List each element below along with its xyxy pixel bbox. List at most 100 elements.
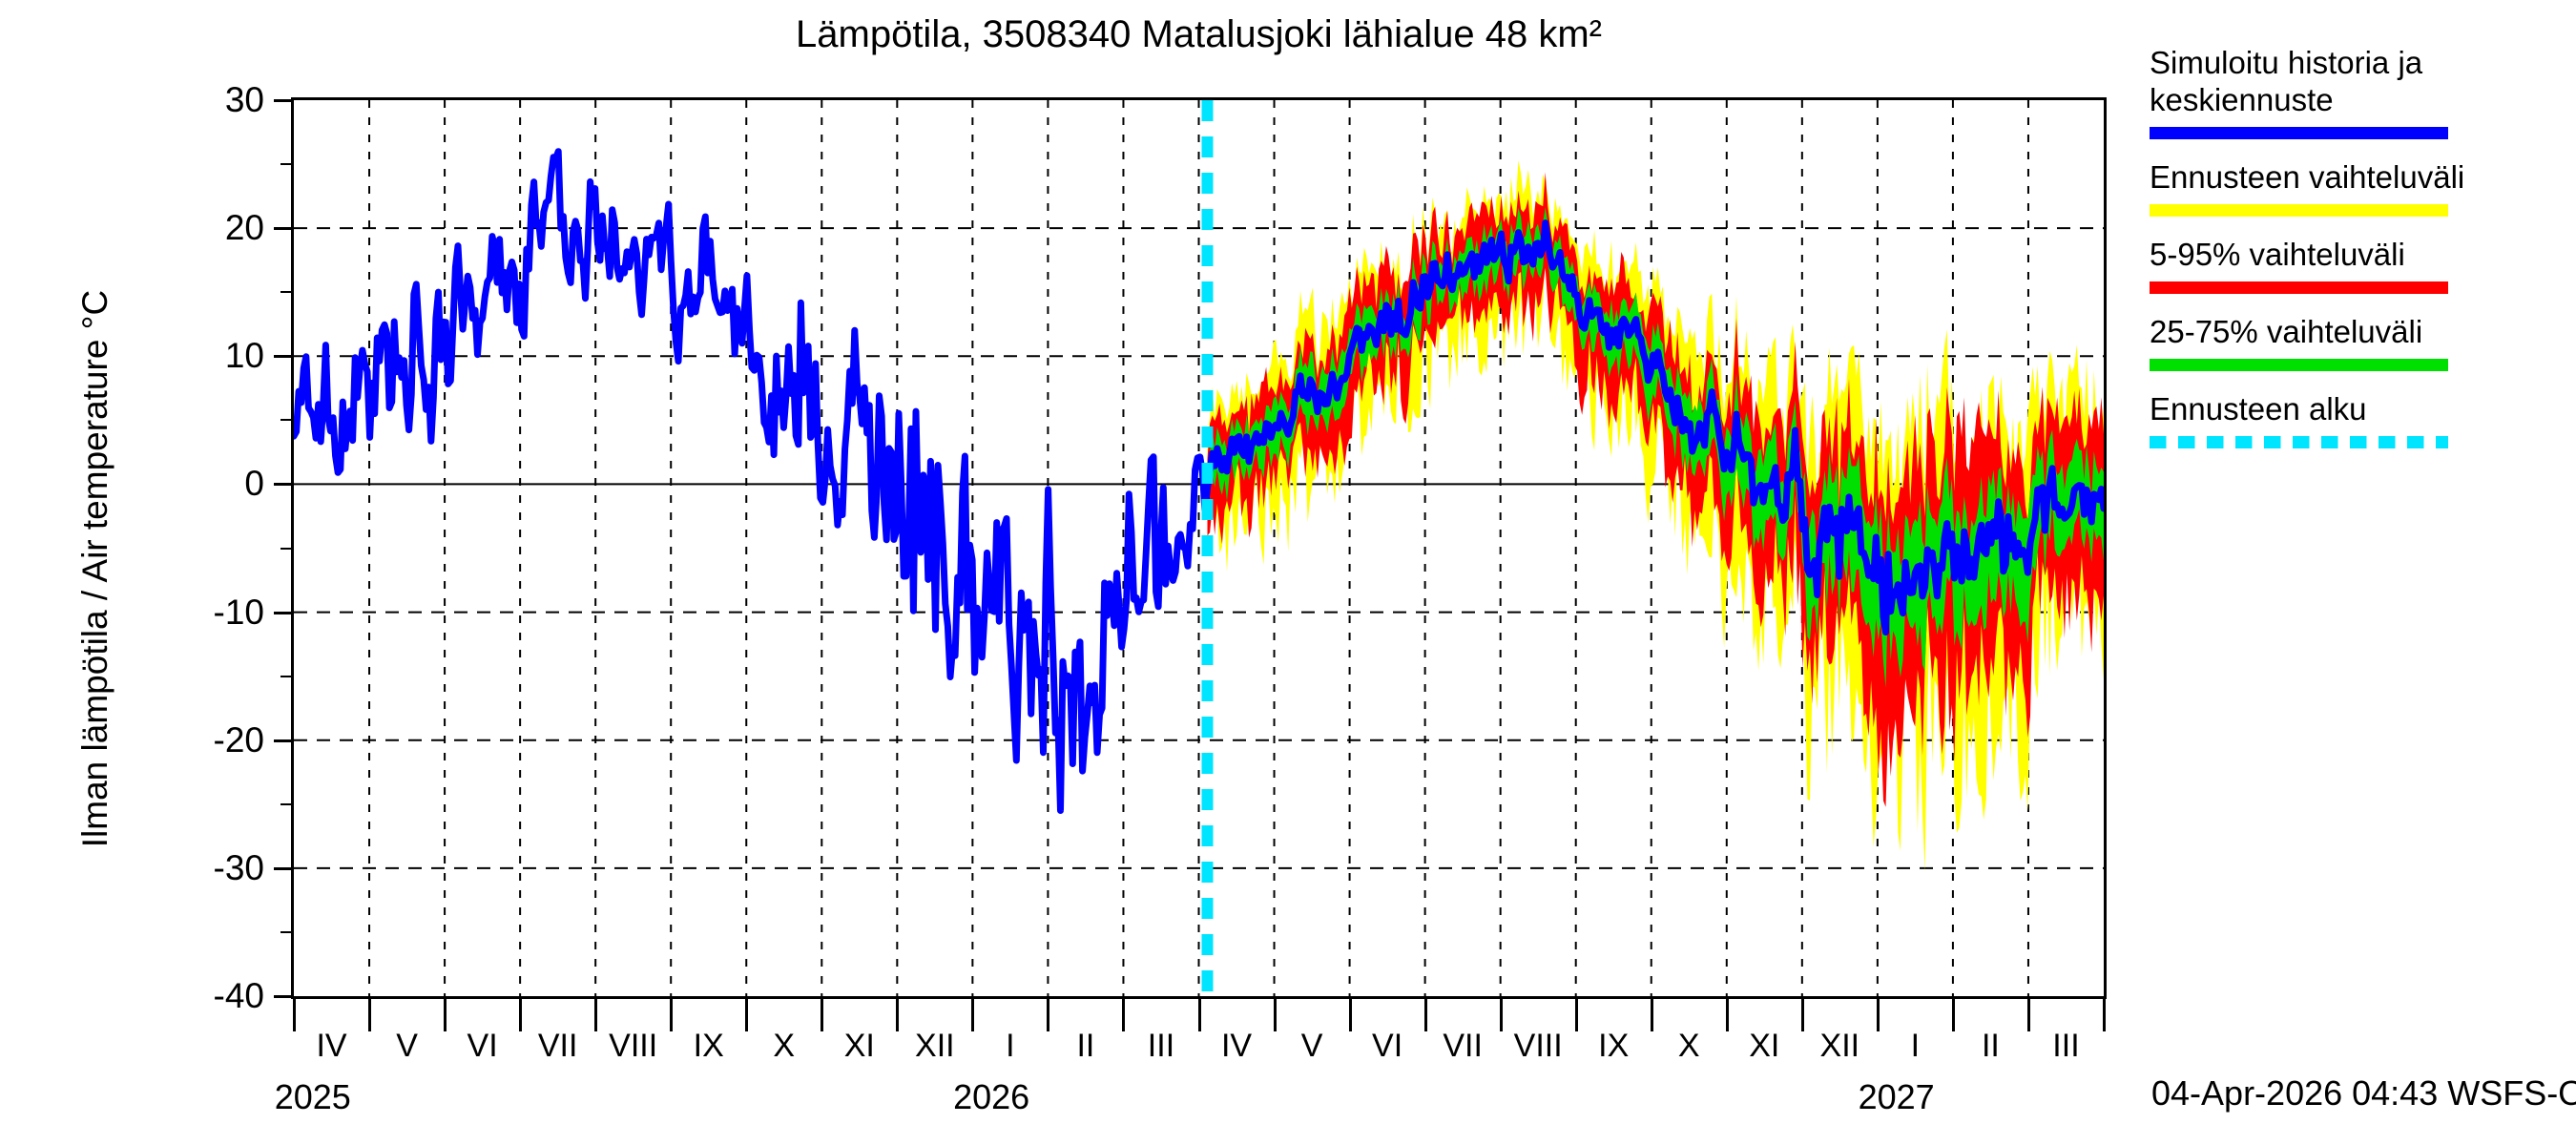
band-5-95 bbox=[1207, 172, 2104, 807]
x-tick-label-month: I bbox=[1006, 1028, 1015, 1064]
x-tick-label-month: II bbox=[1076, 1028, 1095, 1064]
x-tick-label-month: IX bbox=[1598, 1028, 1630, 1064]
x-tick-label-month: I bbox=[1910, 1028, 1921, 1064]
y-tick-mark-minor bbox=[280, 675, 291, 677]
x-tick-label-year: 2027 bbox=[1858, 1077, 1935, 1116]
x-tick-mark bbox=[1348, 999, 1352, 1031]
x-axis: IV V VI VII VIII IX X XI XII I II III IV V VI VII VIII IX… bbox=[275, 999, 2107, 1142]
legend-swatch-range-25-75 bbox=[2150, 359, 2448, 371]
legend-item-range-5-95: 5-95% vaihteluväli bbox=[2150, 236, 2569, 294]
legend-label: 25-75% vaihteluväli bbox=[2150, 314, 2423, 349]
x-tick-mark bbox=[1197, 999, 1201, 1031]
x-tick-label-month: VI bbox=[1372, 1028, 1403, 1064]
x-tick-mark bbox=[670, 999, 674, 1031]
legend-swatch-forecast-range bbox=[2150, 204, 2448, 217]
x-tick-label-month: II bbox=[1981, 1028, 2000, 1064]
x-tick-mark bbox=[293, 999, 296, 1031]
x-tick-mark bbox=[1951, 999, 1955, 1031]
x-tick-mark bbox=[444, 999, 447, 1031]
x-tick-mark bbox=[1725, 999, 1729, 1031]
y-tick-mark bbox=[274, 355, 291, 359]
series-mean-line bbox=[294, 148, 2104, 814]
x-tick-mark bbox=[745, 999, 749, 1031]
x-tick-mark bbox=[2026, 999, 2030, 1031]
y-tick-mark bbox=[274, 995, 291, 998]
y-tick-mark-minor bbox=[280, 802, 291, 805]
y-tick-mark bbox=[274, 99, 291, 102]
x-tick-label-month: XI bbox=[1749, 1028, 1780, 1064]
x-tick-mark bbox=[1499, 999, 1503, 1031]
footer-timestamp: 04-Apr-2026 04:43 WSFS-O bbox=[2151, 1073, 2576, 1113]
y-tick-label: 20 bbox=[224, 208, 264, 248]
legend-item-forecast-range: Ennusteen vaihteluväli bbox=[2150, 158, 2569, 217]
y-tick-mark bbox=[274, 611, 291, 614]
x-tick-label-month: X bbox=[1677, 1028, 1700, 1064]
x-tick-mark bbox=[1800, 999, 1804, 1031]
y-tick-mark-minor bbox=[280, 163, 291, 166]
x-tick-label-month: IV bbox=[316, 1028, 347, 1064]
legend-label: 5-95% vaihteluväli bbox=[2150, 237, 2405, 272]
legend-label: Ennusteen vaihteluväli bbox=[2150, 159, 2465, 195]
x-tick-mark bbox=[1122, 999, 1126, 1031]
x-tick-label-month: IX bbox=[693, 1028, 724, 1064]
x-tick-mark bbox=[821, 999, 824, 1031]
x-tick-mark bbox=[368, 999, 372, 1031]
chart-legend: Simuloitu historia ja keskiennuste Ennust… bbox=[2150, 44, 2569, 468]
chart-canvas bbox=[294, 100, 2104, 996]
x-tick-label-month: V bbox=[396, 1028, 418, 1064]
x-tick-mark bbox=[594, 999, 598, 1031]
x-tick-label-month: X bbox=[773, 1028, 796, 1064]
x-tick-label-year: 2026 bbox=[953, 1077, 1030, 1116]
legend-label: Ennusteen alku bbox=[2150, 391, 2367, 427]
y-axis: Ilman lämpötila / Air temperature °C 30 2… bbox=[0, 0, 291, 1145]
x-tick-mark bbox=[1876, 999, 1880, 1031]
x-tick-label-month: III bbox=[1147, 1028, 1175, 1064]
x-tick-label-month: XII bbox=[915, 1028, 955, 1064]
x-tick-label-month: V bbox=[1300, 1028, 1323, 1064]
x-tick-label-month: VIII bbox=[609, 1028, 658, 1064]
x-tick-mark bbox=[971, 999, 975, 1031]
x-tick-mark bbox=[1650, 999, 1653, 1031]
x-tick-label-month: VII bbox=[1443, 1028, 1483, 1064]
x-tick-label-month: III bbox=[2052, 1028, 2080, 1064]
legend-item-range-25-75: 25-75% vaihteluväli bbox=[2150, 313, 2569, 371]
y-axis-title: Ilman lämpötila / Air temperature °C bbox=[75, 289, 114, 848]
x-tick-mark bbox=[1273, 999, 1277, 1031]
x-tick-label-month: IV bbox=[1220, 1028, 1253, 1064]
x-tick-label-month: VIII bbox=[1513, 1028, 1563, 1064]
y-tick-label: -40 bbox=[213, 976, 264, 1015]
x-tick-mark bbox=[2103, 999, 2106, 1031]
legend-swatch-forecast-start bbox=[2150, 436, 2448, 448]
legend-item-simulated-history-mean-forecast: Simuloitu historia ja keskiennuste bbox=[2150, 44, 2569, 139]
y-tick-label: 30 bbox=[224, 80, 264, 119]
x-tick-mark bbox=[1423, 999, 1427, 1031]
legend-swatch-simulated-history-mean-forecast bbox=[2150, 127, 2448, 139]
y-tick-label: 10 bbox=[224, 336, 264, 376]
y-tick-label: 0 bbox=[244, 464, 264, 504]
y-tick-mark-minor bbox=[280, 930, 291, 933]
x-tick-mark bbox=[519, 999, 523, 1031]
y-tick-label: -20 bbox=[213, 719, 264, 760]
y-tick-mark-minor bbox=[280, 547, 291, 550]
x-tick-label-month: VI bbox=[467, 1028, 498, 1064]
y-tick-mark bbox=[274, 866, 291, 870]
y-tick-mark bbox=[274, 483, 291, 487]
y-tick-mark bbox=[274, 227, 291, 231]
legend-item-forecast-start: Ennusteen alku bbox=[2150, 390, 2569, 448]
page-title: Lämpötila, 3508340 Matalusjoki lähialue … bbox=[796, 13, 1602, 55]
x-tick-mark bbox=[1574, 999, 1578, 1031]
y-tick-label: -30 bbox=[213, 847, 264, 887]
x-tick-mark bbox=[1047, 999, 1050, 1031]
legend-label: Simuloitu historia ja keskiennuste bbox=[2150, 45, 2423, 117]
x-tick-label-month: XI bbox=[843, 1028, 875, 1064]
y-tick-label: -10 bbox=[213, 592, 264, 632]
plot-area bbox=[291, 97, 2107, 999]
x-tick-label-month: XII bbox=[1819, 1028, 1860, 1064]
y-tick-mark bbox=[274, 739, 291, 742]
y-tick-mark-minor bbox=[280, 291, 291, 294]
x-tick-label-year: 2025 bbox=[274, 1077, 351, 1116]
x-tick-label-month: VII bbox=[537, 1028, 578, 1064]
x-tick-mark bbox=[896, 999, 900, 1031]
y-tick-mark-minor bbox=[280, 419, 291, 422]
legend-swatch-range-5-95 bbox=[2150, 281, 2448, 294]
